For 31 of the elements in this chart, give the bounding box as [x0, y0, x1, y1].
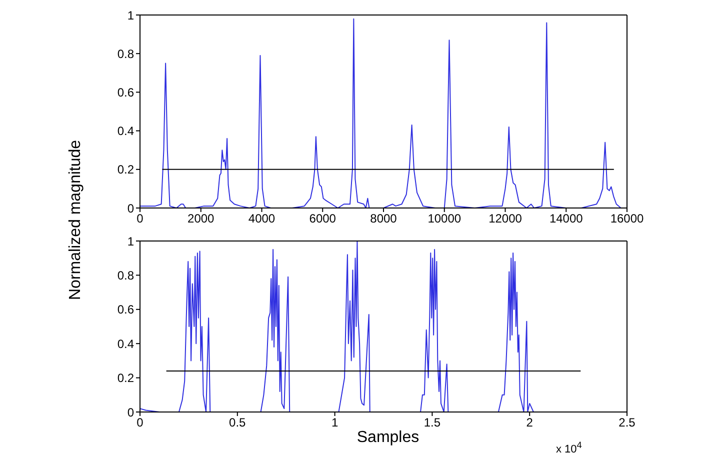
x-tick-label: 0: [136, 212, 144, 226]
y-tick-label: 0.6: [117, 302, 134, 317]
x-tick-label: 1: [331, 416, 338, 430]
x-tick-label: 16000: [610, 212, 644, 226]
y-tick-label: 0: [127, 201, 134, 216]
y-tick-label: 0.6: [117, 85, 134, 100]
y-tick-label: 0: [127, 405, 134, 420]
y-tick-label: 1: [127, 8, 134, 22]
x-axis-title: Samples: [356, 429, 420, 447]
x-tick-label: 2: [526, 416, 534, 430]
x-tick-label: 0: [136, 416, 144, 430]
x-tick-label: 14000: [549, 212, 584, 226]
line-series: [140, 241, 534, 412]
x-tick-label: 2.5: [618, 416, 636, 430]
x-tick-label: 10000: [428, 212, 462, 226]
x-tick-label: 2000: [188, 212, 215, 226]
x-tick-label: 8000: [370, 212, 398, 226]
y-tick-label: 0.4: [117, 336, 134, 351]
y-tick-label: 0.8: [117, 268, 134, 282]
x-tick-label: 4000: [248, 212, 276, 226]
y-tick-label: 0.2: [117, 162, 134, 177]
x-tick-label: 12000: [488, 212, 522, 226]
y-tick-label: 0.2: [117, 371, 134, 386]
text: x 10$^{4}$: [556, 440, 582, 456]
x-tick-label: 6000: [309, 212, 336, 226]
y-axis-title: Normalized magnitude: [67, 140, 85, 300]
y-tick-label: 0.8: [117, 46, 134, 61]
y-tick-label: 1: [127, 234, 134, 248]
y-tick-label: 0.4: [117, 124, 134, 138]
x-tick-label: 0.5: [229, 416, 246, 430]
x-tick-label: 1.5: [424, 416, 441, 430]
